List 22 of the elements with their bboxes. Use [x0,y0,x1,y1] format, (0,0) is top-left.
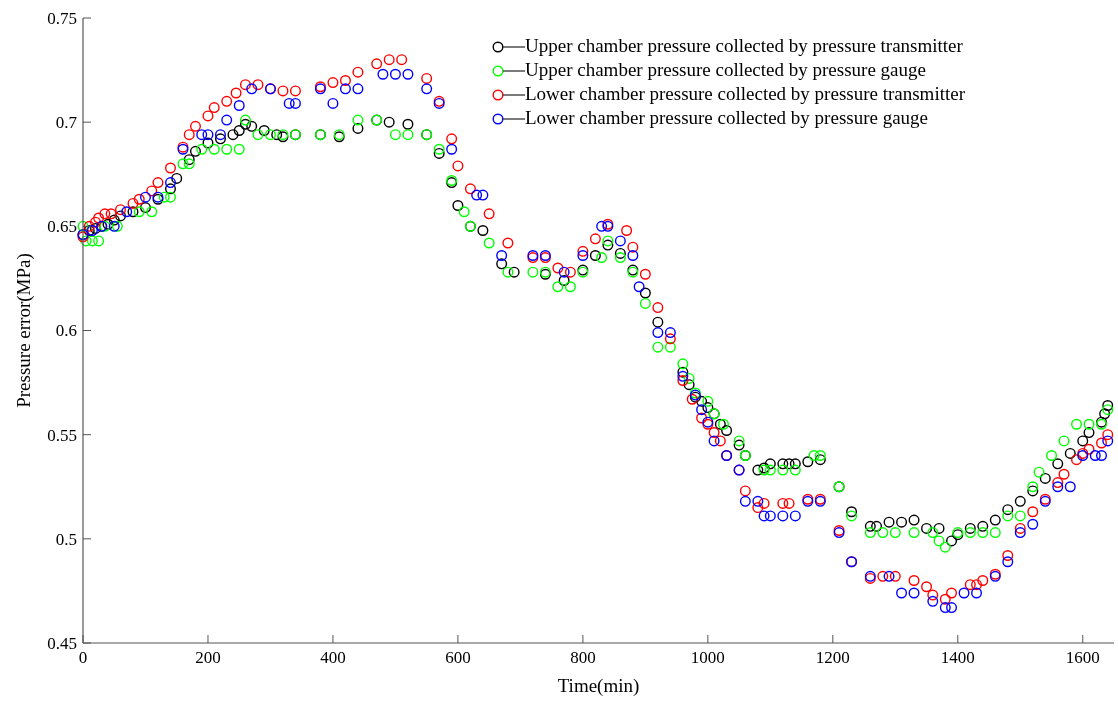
y-tick-label: 0.45 [47,633,77,653]
legend-label: Upper chamber pressure collected by pressure gauge [525,59,926,80]
x-tick-label: 200 [195,648,221,667]
x-tick-label: 1200 [815,648,850,667]
legend-label: Lower chamber pressure collected by pressure gauge [525,107,929,128]
y-axis-title: Pressure error(MPa) [13,253,35,408]
y-tick-label: 0.7 [55,113,78,133]
legend-label: Lower chamber pressure collected by pressure transmitter [525,83,966,104]
x-tick-label: 0 [78,648,88,667]
y-tick-label: 0.75 [47,8,77,28]
x-tick-label: 1400 [940,648,975,667]
x-axis-title: Time(min) [557,675,640,697]
y-tick-label: 0.55 [47,425,77,445]
y-tick-label: 0.5 [55,529,77,549]
x-tick-label: 1600 [1065,648,1100,667]
y-tick-label: 0.65 [47,217,77,237]
x-tick-label: 1000 [690,648,725,667]
x-tick-label: 600 [445,648,471,667]
x-tick-label: 800 [570,648,596,667]
y-tick-label: 0.6 [55,321,77,341]
x-tick-label: 400 [320,648,346,667]
legend-label: Upper chamber pressure collected by pressure transmitter [525,35,964,56]
